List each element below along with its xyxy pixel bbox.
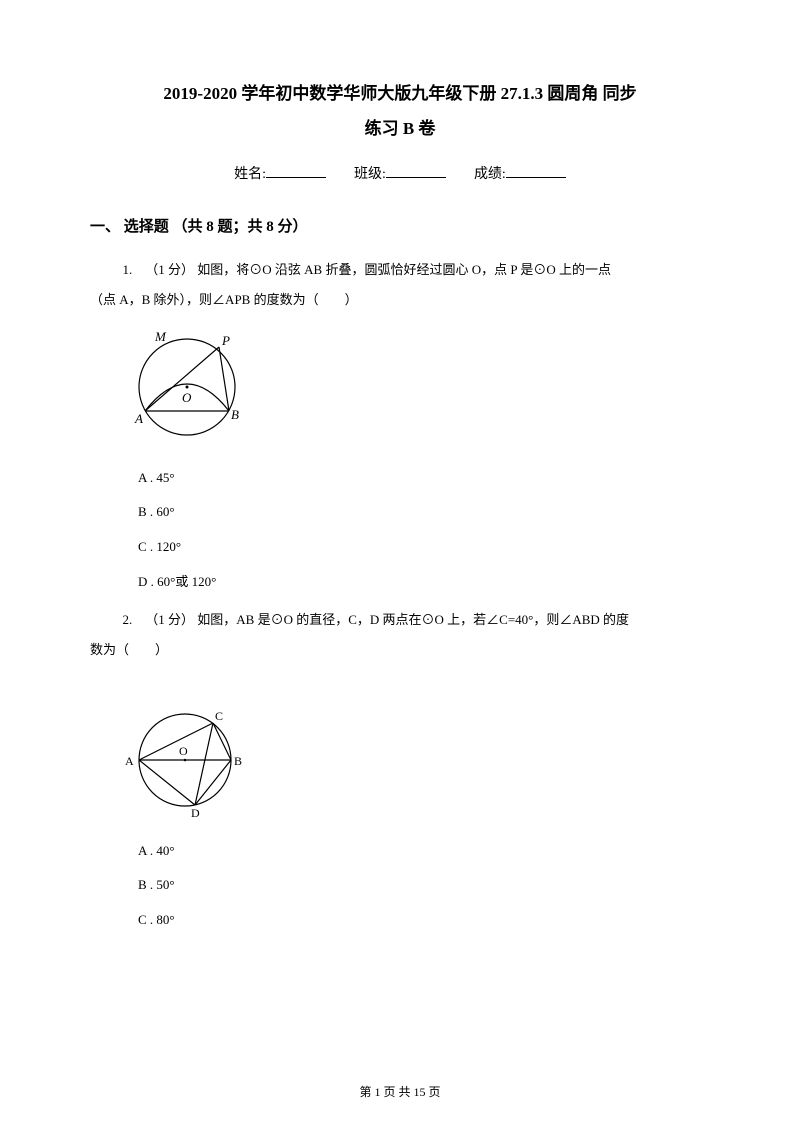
section-number: 一、: [90, 219, 120, 235]
score-label: 成绩:: [474, 167, 506, 182]
q1-label-a: A: [134, 411, 143, 426]
q1-label-b: B: [231, 407, 239, 422]
q2-number: 2.: [123, 612, 133, 627]
section-header: 一、 选择题 （共 8 题；共 8 分）: [90, 215, 710, 239]
q1-label-p: P: [221, 333, 230, 348]
class-blank: [386, 164, 446, 178]
q1-line1: 1. （1 分） 如图，将⊙O 沿弦 AB 折叠，圆弧恰好经过圆心 O，点 P …: [90, 257, 710, 283]
q1-option-c: C . 120°: [138, 537, 710, 558]
q2-label-o: O: [179, 744, 188, 758]
q2-label-d: D: [191, 806, 200, 820]
q1-circle-diagram: M P O A B: [115, 327, 270, 447]
q1-option-a: A . 45°: [138, 468, 710, 489]
q2-option-a: A . 40°: [138, 841, 710, 862]
class-label: 班级:: [354, 167, 386, 182]
title-line-1: 2019-2020 学年初中数学华师大版九年级下册 27.1.3 圆周角 同步: [90, 80, 710, 107]
q2-points: （1 分）: [145, 612, 194, 627]
q1-option-d: D . 60°或 120°: [138, 572, 710, 593]
q1-label-m: M: [154, 329, 167, 344]
q2-circle-diagram: A O B C D: [115, 705, 260, 820]
page-footer: 第 1 页 共 15 页: [0, 1083, 800, 1102]
q2-text1: 如图，AB 是⊙O 的直径，C，D 两点在⊙O 上，若∠C=40°，则∠ABD …: [197, 612, 629, 627]
q2-figure: A O B C D: [115, 705, 710, 827]
q1-text1: 如图，将⊙O 沿弦 AB 折叠，圆弧恰好经过圆心 O，点 P 是⊙O 上的一点: [197, 262, 611, 277]
q2-line2: 数为（ ）: [90, 637, 710, 663]
name-blank: [266, 164, 326, 178]
section-title: 选择题: [124, 219, 169, 235]
section-detail: （共 8 题；共 8 分）: [173, 219, 308, 235]
q2-label-c: C: [215, 709, 223, 723]
title-line-2: 练习 B 卷: [90, 115, 710, 142]
name-label: 姓名:: [234, 167, 266, 182]
q2-option-b: B . 50°: [138, 875, 710, 896]
q2-label-a: A: [125, 754, 134, 768]
q1-label-o: O: [182, 390, 192, 405]
q1-number: 1.: [123, 262, 133, 277]
score-blank: [506, 164, 566, 178]
q1-points: （1 分）: [145, 262, 194, 277]
q2-label-b: B: [234, 754, 242, 768]
q1-option-b: B . 60°: [138, 502, 710, 523]
q2-option-c: C . 80°: [138, 910, 710, 931]
student-info-line: 姓名: 班级: 成绩:: [90, 164, 710, 186]
q1-line2: （点 A，B 除外），则∠APB 的度数为（ ）: [90, 287, 710, 313]
q1-figure: M P O A B: [115, 327, 710, 454]
q2-line1: 2. （1 分） 如图，AB 是⊙O 的直径，C，D 两点在⊙O 上，若∠C=4…: [90, 607, 710, 633]
